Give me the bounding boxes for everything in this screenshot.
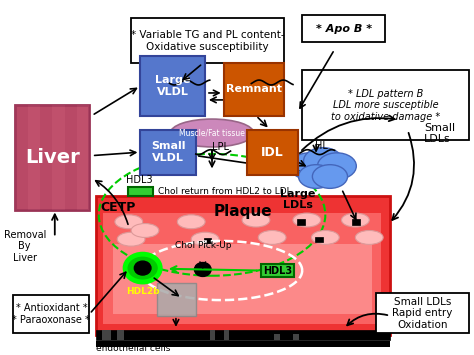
Bar: [77, 105, 90, 209]
Ellipse shape: [356, 230, 383, 244]
Text: Liver: Liver: [25, 148, 80, 167]
Text: * LDL pattern B
LDL more susceptible
to oxidative damage *: * LDL pattern B LDL more susceptible to …: [331, 88, 440, 122]
Bar: [65, 105, 77, 209]
Bar: [102, 330, 111, 340]
Bar: [131, 18, 284, 63]
Ellipse shape: [131, 224, 159, 237]
Text: * Antioxidant *
* Paraoxonase *: * Antioxidant * * Paraoxonase *: [12, 303, 90, 325]
Text: Small
LDLs: Small LDLs: [424, 123, 455, 144]
Ellipse shape: [312, 165, 347, 189]
Text: HDL2b: HDL2b: [126, 287, 159, 296]
Bar: [376, 293, 469, 333]
Ellipse shape: [400, 124, 414, 134]
Bar: [210, 330, 215, 340]
Bar: [96, 196, 390, 335]
Text: CETP: CETP: [100, 201, 136, 214]
Ellipse shape: [392, 109, 409, 121]
Text: endothelial cells: endothelial cells: [96, 344, 171, 353]
Bar: [13, 295, 90, 333]
Text: Small LDLs
Rapid entry
Oxidation: Small LDLs Rapid entry Oxidation: [392, 296, 453, 330]
Bar: [40, 105, 53, 209]
Ellipse shape: [194, 262, 211, 277]
Text: IDL: IDL: [261, 146, 283, 159]
Text: Removal
By
Liver: Removal By Liver: [3, 230, 46, 263]
Ellipse shape: [311, 230, 339, 244]
Ellipse shape: [392, 115, 412, 130]
Bar: [140, 56, 205, 116]
Text: HL: HL: [315, 141, 328, 151]
Bar: [156, 283, 196, 316]
Ellipse shape: [171, 119, 254, 147]
Text: Muscle/Fat tissue: Muscle/Fat tissue: [179, 129, 245, 137]
Bar: [352, 219, 360, 225]
Bar: [128, 187, 153, 196]
Ellipse shape: [258, 230, 286, 244]
Ellipse shape: [293, 213, 321, 227]
Text: Small
VLDL: Small VLDL: [151, 141, 185, 163]
Ellipse shape: [299, 165, 334, 189]
Ellipse shape: [303, 148, 342, 174]
Bar: [246, 130, 298, 175]
Text: LPL: LPL: [212, 142, 229, 152]
Text: * Apo B *: * Apo B *: [316, 23, 372, 34]
Bar: [140, 130, 196, 175]
Bar: [96, 341, 390, 347]
Ellipse shape: [177, 215, 205, 229]
Bar: [302, 15, 385, 43]
Ellipse shape: [125, 254, 160, 282]
Bar: [302, 70, 469, 140]
Bar: [16, 105, 90, 209]
Text: * Variable TG and PL content-
Oxidative susceptibility: * Variable TG and PL content- Oxidative …: [131, 30, 284, 51]
Ellipse shape: [191, 232, 219, 246]
Bar: [274, 334, 280, 340]
Text: Large
VLDL: Large VLDL: [155, 75, 191, 97]
Bar: [103, 213, 381, 324]
Bar: [297, 219, 305, 225]
Text: Remnant: Remnant: [226, 84, 282, 94]
Text: Chol return from HDL2 to LDL: Chol return from HDL2 to LDL: [158, 187, 292, 196]
Ellipse shape: [115, 215, 143, 229]
Bar: [224, 63, 284, 116]
Ellipse shape: [117, 232, 145, 246]
Ellipse shape: [290, 153, 328, 179]
Bar: [53, 105, 65, 209]
Bar: [261, 264, 294, 277]
Text: HDL3: HDL3: [263, 266, 292, 275]
Bar: [293, 334, 299, 340]
Text: Large
LDLs: Large LDLs: [280, 189, 315, 210]
Bar: [204, 239, 210, 243]
Ellipse shape: [341, 213, 369, 227]
Bar: [113, 244, 372, 314]
Text: Chol Pick-Up: Chol Pick-Up: [174, 241, 231, 250]
Ellipse shape: [401, 109, 418, 122]
Bar: [28, 105, 40, 209]
Bar: [96, 330, 390, 340]
Bar: [117, 330, 124, 340]
Bar: [315, 237, 323, 242]
Bar: [16, 105, 28, 209]
Text: HDL3: HDL3: [127, 175, 153, 185]
Ellipse shape: [134, 261, 151, 275]
Ellipse shape: [318, 153, 356, 179]
Ellipse shape: [242, 213, 270, 227]
Bar: [224, 330, 229, 340]
Text: Plaque: Plaque: [214, 204, 273, 219]
